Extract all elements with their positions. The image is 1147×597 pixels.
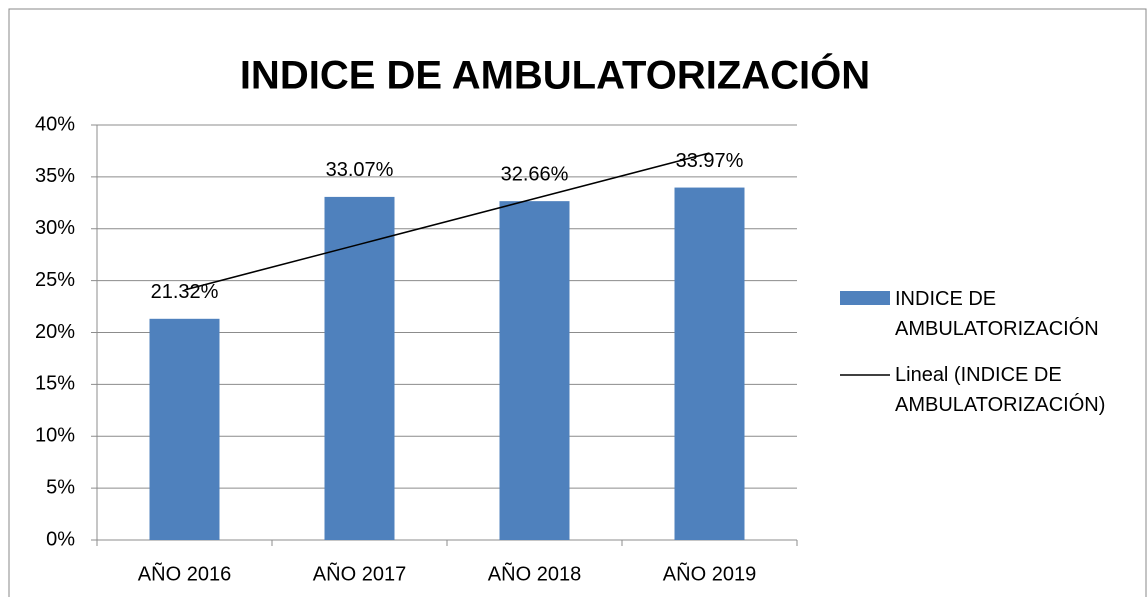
data-label: 32.66% [501, 163, 569, 185]
data-label: 33.07% [326, 159, 394, 181]
y-tick-label: 20% [35, 321, 75, 343]
legend-label: INDICE DE AMBULATORIZACIÓN [895, 288, 1099, 340]
y-tick-label: 25% [35, 269, 75, 291]
bar [674, 187, 745, 540]
data-label: 33.97% [676, 150, 744, 172]
x-tick-label: AÑO 2017 [313, 561, 406, 585]
y-tick-label: 40% [35, 113, 75, 135]
chart-border [8, 8, 1147, 597]
legend-label: Lineal (INDICE DE AMBULATORIZACIÓN) [895, 364, 1106, 416]
trend-line [184, 152, 710, 291]
y-tick-label: 30% [35, 217, 75, 239]
x-tick-label: AÑO 2018 [488, 561, 581, 585]
y-tick-label: 5% [46, 476, 75, 498]
y-tick-label: 10% [35, 425, 75, 447]
chart-title: INDICE DE AMBULATORIZACIÓN [240, 52, 870, 98]
bar [499, 201, 570, 540]
y-tick-label: 0% [46, 528, 75, 550]
y-tick-label: 15% [35, 373, 75, 395]
x-tick-label: AÑO 2019 [663, 561, 756, 585]
bar [149, 318, 220, 540]
x-tick-label: AÑO 2016 [138, 561, 231, 585]
data-label: 21.32% [151, 281, 219, 303]
legend-key [840, 291, 890, 305]
bar [324, 196, 395, 540]
y-tick-label: 35% [35, 165, 75, 187]
